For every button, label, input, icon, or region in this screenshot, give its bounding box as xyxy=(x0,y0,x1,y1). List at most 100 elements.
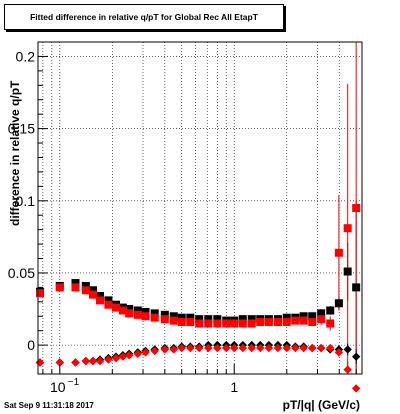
data-point-square xyxy=(177,318,186,327)
chart-title-box: Fitted difference in relative q/pT for G… xyxy=(4,4,284,30)
data-point-diamond xyxy=(81,356,91,366)
data-point-diamond xyxy=(71,358,80,367)
data-point-diamond xyxy=(334,348,344,357)
data-point-square xyxy=(291,316,300,325)
data-point-diamond xyxy=(308,343,317,353)
data-point-square xyxy=(308,312,317,321)
data-point-square xyxy=(55,283,64,292)
data-point-diamond xyxy=(195,343,204,353)
data-point-square xyxy=(334,248,343,257)
tick-labels: 0 0.05 0.1 0.15 0.2 10 −1 1 xyxy=(8,48,239,395)
data-point-square xyxy=(195,315,204,324)
data-point-diamond xyxy=(230,343,239,353)
data-point-diamond xyxy=(273,343,283,353)
data-point-square xyxy=(282,313,291,322)
data-point-diamond xyxy=(118,352,128,361)
data-point-diamond xyxy=(316,343,326,353)
data-point-square xyxy=(247,315,256,324)
data-point-square xyxy=(264,318,273,327)
data-point-square xyxy=(177,313,186,322)
data-point-square xyxy=(317,309,326,318)
data-point-square xyxy=(213,319,222,328)
y-tick-label: 0.15 xyxy=(8,121,35,137)
data-point-square xyxy=(141,312,150,321)
data-point-diamond xyxy=(95,356,105,366)
data-point-square xyxy=(247,319,256,328)
data-point-square xyxy=(222,319,231,328)
data-point-square xyxy=(169,312,178,321)
data-point-square xyxy=(71,279,80,288)
data-point-square xyxy=(150,309,159,318)
y-tick-label: 0 xyxy=(27,337,35,353)
data-point-diamond xyxy=(343,365,352,374)
data-point-square xyxy=(186,313,195,322)
data-point-diamond xyxy=(111,353,121,363)
data-point-diamond xyxy=(351,384,361,393)
x-axis-label: pT/|q| (GeV/c) xyxy=(282,398,360,412)
data-point-square xyxy=(35,289,44,298)
x-tick-label: 1 xyxy=(230,379,238,395)
data-point-square xyxy=(230,319,239,328)
data-points xyxy=(35,204,361,393)
data-point-square xyxy=(95,296,104,305)
data-point-square xyxy=(343,224,352,233)
data-point-diamond xyxy=(160,345,170,354)
data-point-square xyxy=(88,286,97,295)
data-point-diamond xyxy=(343,345,352,354)
data-point-diamond xyxy=(186,343,195,353)
data-point-square xyxy=(308,318,317,327)
data-point-square xyxy=(150,313,159,322)
data-point-square xyxy=(326,319,335,328)
data-point-square xyxy=(125,305,134,314)
data-point-diamond xyxy=(351,352,361,361)
data-point-diamond xyxy=(291,343,300,353)
plot-frame xyxy=(37,41,363,375)
data-point-diamond xyxy=(150,346,159,356)
data-point-square xyxy=(273,318,282,327)
data-point-square xyxy=(352,283,361,292)
data-point-diamond xyxy=(169,345,178,354)
data-point-diamond xyxy=(125,351,134,360)
data-point-diamond xyxy=(238,343,248,353)
data-point-square xyxy=(195,319,204,328)
data-point-square xyxy=(334,299,343,308)
data-point-diamond xyxy=(104,355,113,364)
y-axis-label: difference in relative q/pT xyxy=(8,80,22,226)
data-point-square xyxy=(169,316,178,325)
data-point-square xyxy=(112,303,121,312)
data-point-square xyxy=(133,310,142,319)
data-point-diamond xyxy=(35,358,45,367)
data-point-square xyxy=(81,281,90,290)
data-point-square xyxy=(118,306,127,315)
axis-ticks xyxy=(38,41,357,374)
data-point-square xyxy=(326,306,335,315)
timestamp-footer: Sat Sep 9 11:31:18 2017 xyxy=(4,401,94,410)
data-point-square xyxy=(299,312,308,321)
data-point-square xyxy=(81,286,90,295)
data-point-square xyxy=(343,267,352,276)
data-point-diamond xyxy=(55,358,64,367)
data-point-square xyxy=(282,318,291,327)
data-point-diamond xyxy=(326,343,335,353)
data-point-square xyxy=(204,319,213,328)
data-point-diamond xyxy=(88,356,98,366)
y-tick-label: 0.1 xyxy=(16,193,36,209)
data-point-square xyxy=(133,306,142,315)
data-point-square xyxy=(213,315,222,324)
data-point-diamond xyxy=(264,343,274,353)
x-tick-exponent: −1 xyxy=(68,377,80,388)
data-point-diamond xyxy=(299,343,308,353)
data-point-square xyxy=(317,315,326,324)
data-point-diamond xyxy=(247,343,256,353)
data-point-square xyxy=(160,315,169,324)
data-point-square xyxy=(186,318,195,327)
data-point-square xyxy=(238,319,247,328)
data-point-diamond xyxy=(204,343,213,353)
x-tick-label: 10 xyxy=(50,379,66,395)
data-point-diamond xyxy=(141,348,150,357)
data-point-diamond xyxy=(282,343,291,353)
data-point-diamond xyxy=(133,349,142,358)
data-point-square xyxy=(204,315,213,324)
data-point-square xyxy=(88,290,97,299)
